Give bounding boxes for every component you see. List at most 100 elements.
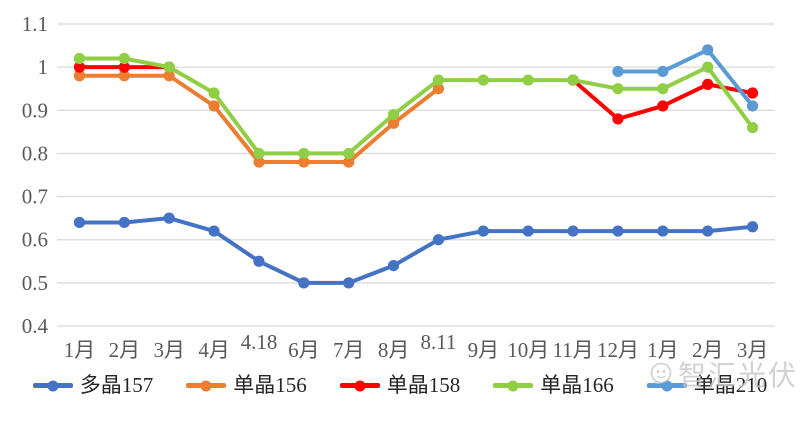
data-point-marker	[702, 61, 714, 73]
legend-item: 单晶166	[493, 375, 614, 396]
legend-swatch	[32, 380, 73, 391]
data-point-marker	[118, 52, 130, 65]
data-point-marker	[746, 221, 759, 233]
x-axis-label: 2月	[109, 338, 141, 362]
data-point-marker	[612, 113, 624, 125]
data-point-marker	[118, 70, 130, 82]
legend-marker-dot	[507, 380, 519, 391]
x-axis-label: 3月	[153, 338, 185, 362]
data-point-marker	[73, 61, 86, 73]
data-point-marker	[208, 225, 220, 237]
data-point-marker	[702, 44, 714, 56]
y-axis-label: 0.5	[22, 271, 48, 295]
data-point-marker	[522, 225, 534, 237]
x-axis-label: 11月	[552, 338, 593, 362]
data-point-marker	[343, 277, 355, 289]
legend-swatch	[646, 380, 687, 391]
data-point-marker	[253, 147, 265, 160]
x-axis-label: 10月	[507, 338, 549, 362]
data-point-marker	[746, 87, 759, 99]
data-point-marker	[612, 225, 624, 237]
legend-swatch	[493, 380, 534, 391]
data-point-marker	[118, 61, 130, 73]
x-axis-label: 9月	[468, 338, 500, 362]
data-point-marker	[612, 65, 624, 78]
data-point-marker	[702, 78, 714, 90]
data-point-marker	[387, 260, 400, 272]
legend-marker-dot	[354, 380, 366, 391]
x-axis-label: 3月	[737, 338, 769, 362]
data-point-marker	[253, 156, 265, 168]
legend-marker-dot	[200, 380, 212, 391]
data-point-marker	[163, 61, 175, 73]
x-axis-label: 6月	[288, 338, 320, 362]
legend-item: 多晶157	[32, 373, 154, 397]
x-axis-label: 12月	[597, 338, 639, 362]
data-point-marker	[657, 225, 669, 237]
data-point-marker	[432, 83, 445, 95]
data-point-marker	[746, 100, 759, 112]
data-point-marker	[657, 65, 669, 78]
data-point-marker	[477, 225, 489, 237]
data-point-marker	[118, 216, 130, 229]
legend-swatch	[186, 380, 227, 391]
y-axis-label: 0.4	[22, 314, 49, 338]
x-axis-label: 8.11	[420, 330, 456, 354]
x-axis-label: 4.18	[241, 330, 278, 354]
data-point-marker	[567, 74, 579, 86]
series-line	[77, 56, 755, 156]
data-point-marker	[73, 52, 86, 65]
y-axis-label: 1.1	[22, 12, 48, 36]
y-axis-label: 1	[38, 55, 49, 79]
legend-item: 单晶156	[186, 375, 307, 396]
legend-label: 单晶156	[233, 373, 307, 397]
legend-item: 单晶210	[646, 373, 768, 397]
data-point-marker	[702, 225, 714, 237]
legend-marker-dot	[661, 380, 673, 391]
data-point-marker	[208, 100, 220, 112]
x-axis-label: 8月	[378, 338, 410, 362]
data-point-marker	[163, 212, 175, 224]
data-point-marker	[522, 74, 534, 86]
legend-marker-dot	[47, 380, 59, 391]
data-point-marker	[343, 147, 355, 160]
data-point-marker	[163, 70, 175, 82]
data-point-marker	[298, 277, 310, 289]
y-axis-label: 0.9	[22, 98, 48, 122]
data-point-marker	[387, 117, 400, 129]
x-axis-label: 2月	[692, 338, 724, 362]
x-axis-label: 1月	[64, 338, 96, 362]
data-point-marker	[343, 156, 355, 168]
data-point-marker	[746, 121, 759, 134]
series-line	[77, 216, 755, 285]
legend-label: 单晶210	[693, 373, 768, 397]
data-point-marker	[298, 147, 310, 160]
legend-swatch	[339, 380, 380, 391]
y-axis-label: 0.8	[22, 141, 48, 165]
legend-label: 多晶157	[79, 373, 154, 397]
data-point-marker	[208, 87, 220, 99]
data-point-marker	[432, 74, 445, 86]
legend-item: 单晶158	[339, 373, 461, 397]
x-axis-label: 1月	[647, 338, 679, 362]
data-point-marker	[73, 216, 86, 229]
x-axis-label: 4月	[198, 338, 230, 362]
data-point-marker	[298, 156, 310, 168]
series-line	[615, 47, 755, 108]
data-point-marker	[73, 70, 86, 82]
data-point-marker	[387, 109, 400, 121]
legend-label: 单晶166	[540, 373, 614, 397]
data-point-marker	[477, 74, 489, 86]
x-axis-label: 7月	[333, 338, 365, 362]
data-point-marker	[612, 83, 624, 95]
data-point-marker	[567, 225, 579, 237]
data-point-marker	[253, 255, 265, 267]
y-axis-label: 0.7	[22, 185, 48, 209]
chart-legend: 多晶157 单晶156 单晶158 单晶166 单晶210	[0, 375, 800, 396]
y-axis-label: 0.6	[22, 228, 48, 252]
data-point-marker	[657, 100, 669, 112]
legend-label: 单晶158	[386, 373, 461, 397]
data-point-marker	[432, 234, 445, 246]
